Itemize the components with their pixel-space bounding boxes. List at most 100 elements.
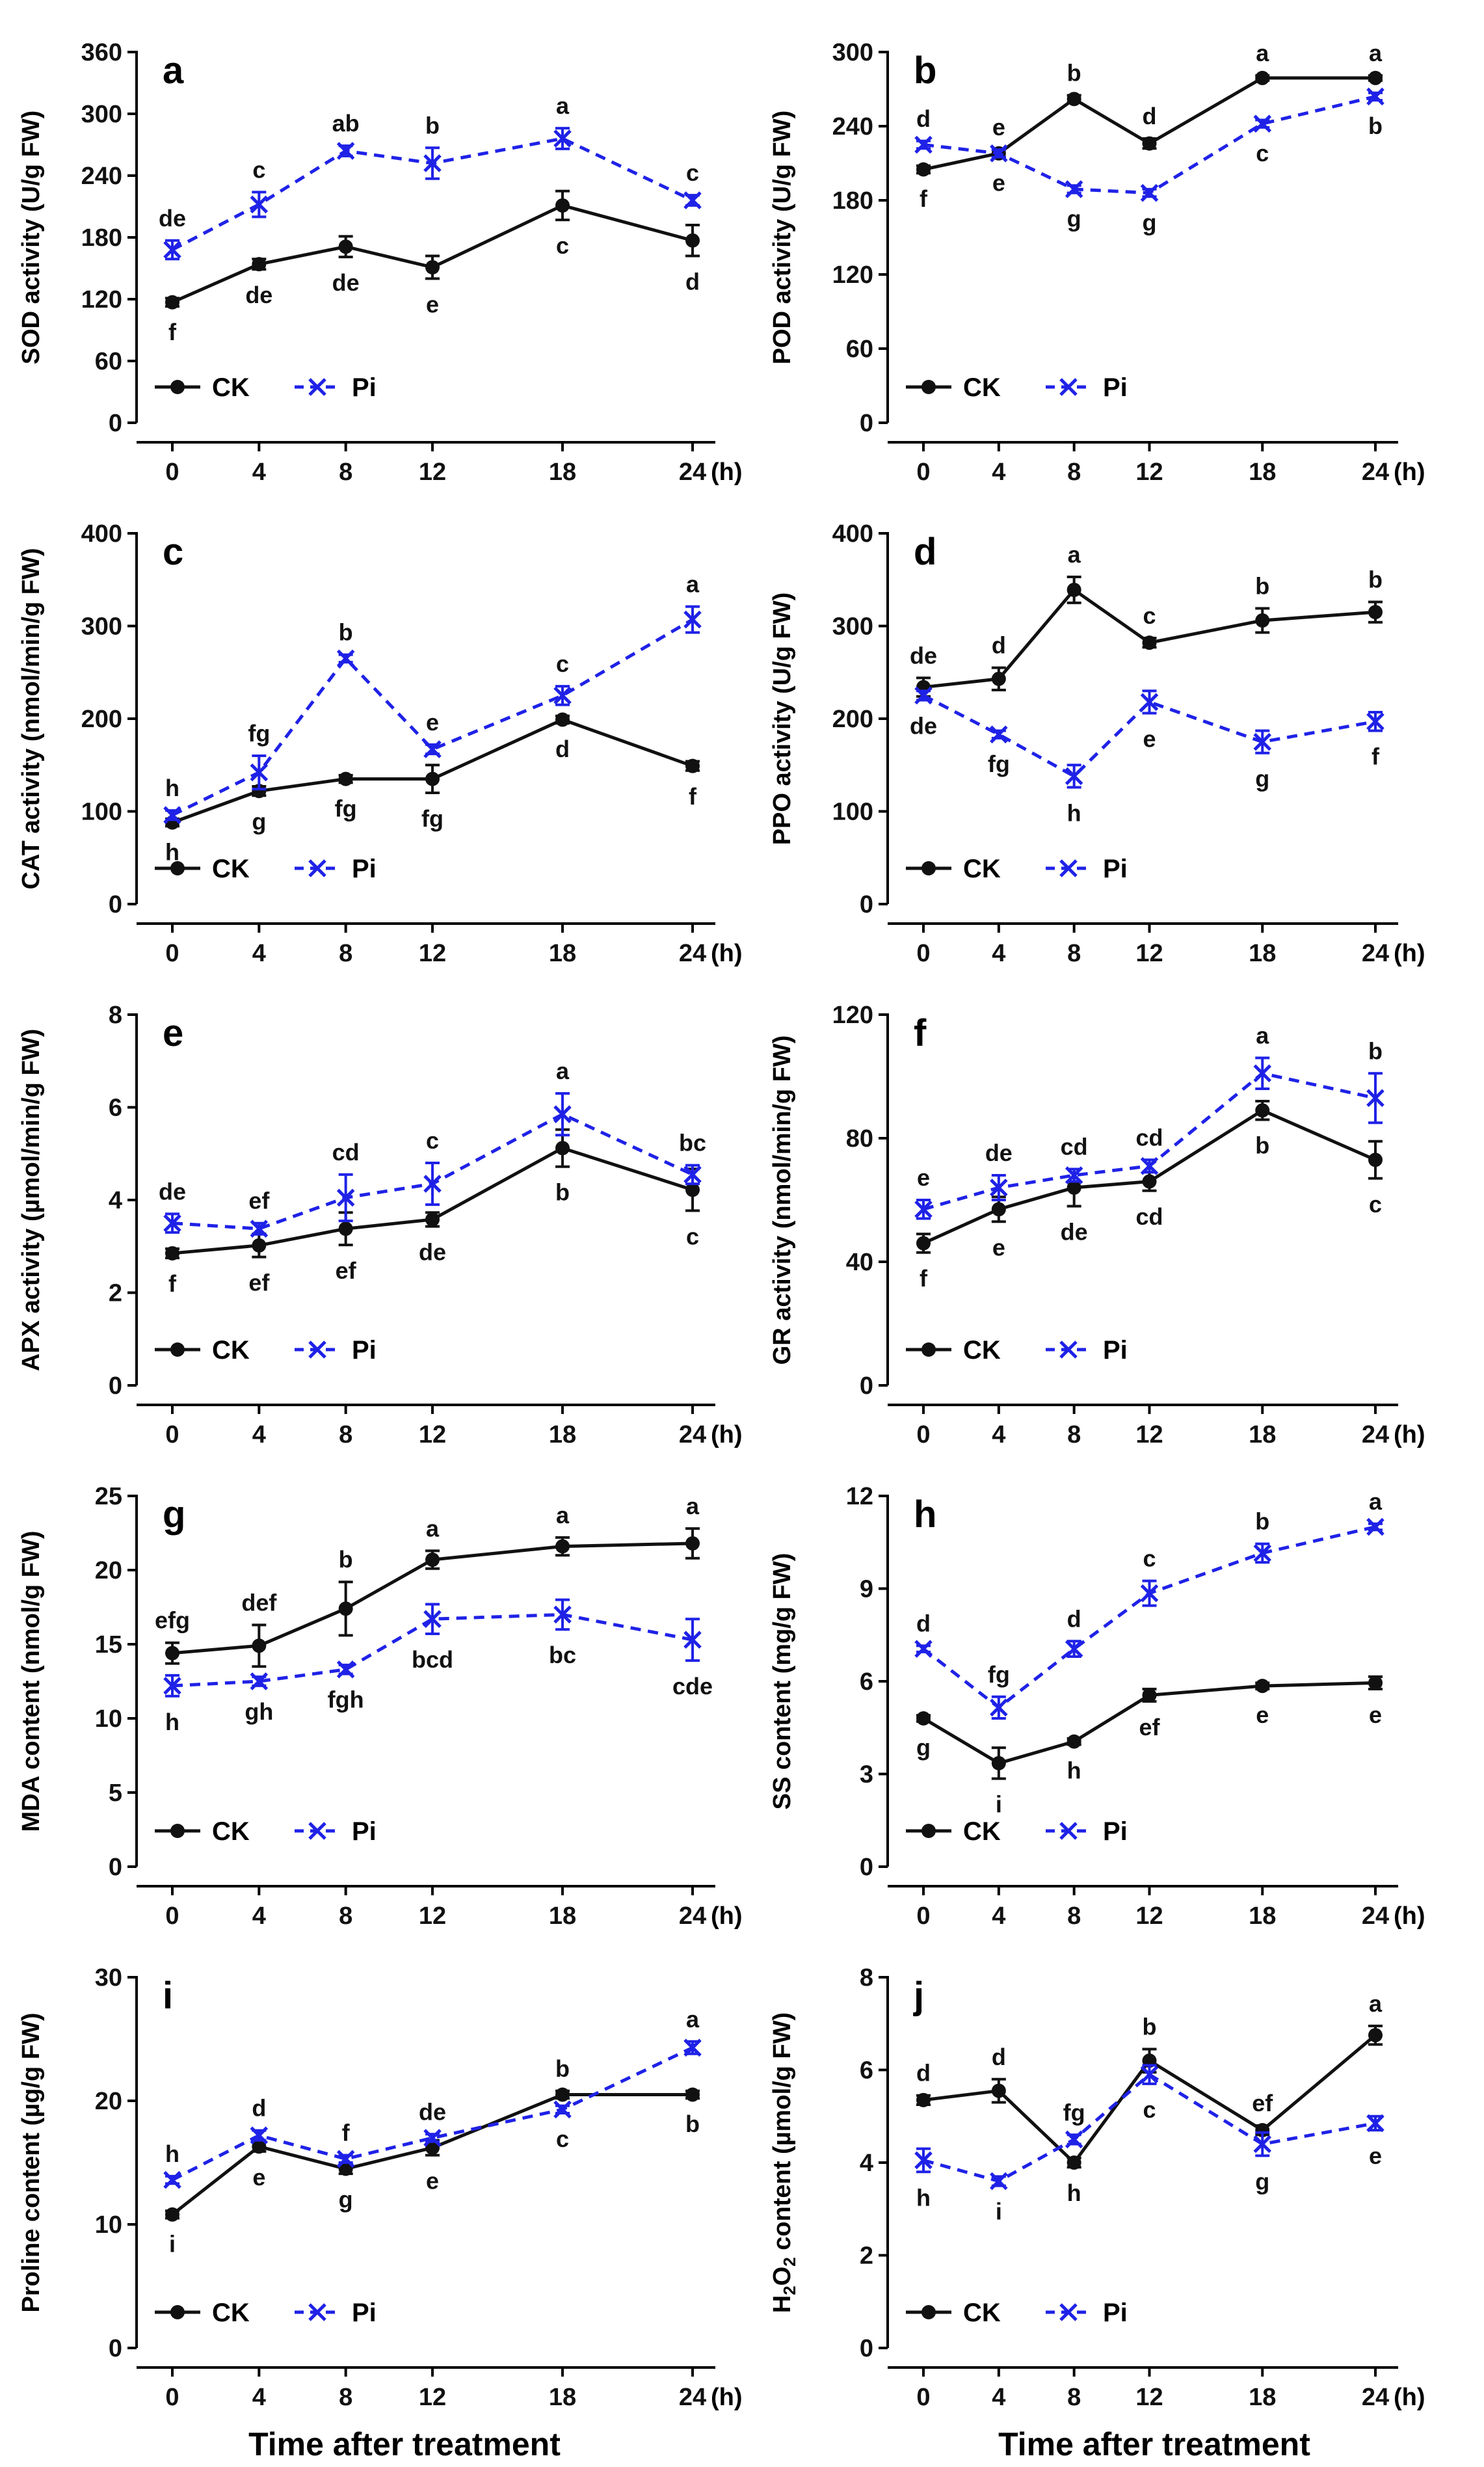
data-point xyxy=(252,257,267,272)
series-pi xyxy=(163,1598,702,1698)
x-tick-label: 18 xyxy=(1249,2384,1276,2411)
series-ck xyxy=(165,1527,700,1668)
significance-letter: b xyxy=(1368,566,1383,593)
legend: CK Pi xyxy=(155,855,377,883)
data-point xyxy=(336,1660,355,1679)
x-unit-label: (h) xyxy=(1394,1421,1425,1448)
data-point xyxy=(990,725,1008,743)
data-point xyxy=(423,1175,442,1193)
data-point xyxy=(423,1610,442,1629)
data-point xyxy=(1140,1156,1159,1175)
x-tick-label: 24 xyxy=(1362,940,1389,967)
significance-letter: d xyxy=(992,632,1006,659)
significance-letter: a xyxy=(556,1502,570,1528)
x-tick-label: 12 xyxy=(1135,2384,1163,2411)
legend-marker xyxy=(308,2303,326,2321)
x-tick-label: 12 xyxy=(419,1421,446,1448)
data-point xyxy=(1065,767,1083,786)
data-point xyxy=(1366,2114,1385,2133)
legend-marker xyxy=(308,859,326,877)
data-point xyxy=(1368,2028,1383,2043)
series-line-pi xyxy=(922,694,1376,779)
y-tick-label: 120 xyxy=(832,1002,873,1029)
legend-label: CK xyxy=(212,373,250,402)
y-tick-label: 5 xyxy=(109,1780,122,1807)
significance-letter: e xyxy=(1143,725,1156,752)
y-tick-label: 10 xyxy=(95,2211,122,2239)
panel-letter: d xyxy=(914,531,936,573)
data-point xyxy=(685,233,700,248)
data-point xyxy=(1067,582,1081,597)
data-point xyxy=(165,1646,179,1660)
data-point xyxy=(1140,693,1159,712)
series-pi xyxy=(914,87,1385,202)
data-point xyxy=(685,1536,700,1551)
data-point xyxy=(553,129,572,148)
y-tick-label: 200 xyxy=(81,706,122,733)
significance-letter: cd xyxy=(1061,1134,1088,1160)
y-axis-label: MDA content (nmol/g FW) xyxy=(18,1531,45,1832)
significance-letter: c xyxy=(1143,1545,1156,1572)
significance-letter: a xyxy=(686,1493,700,1519)
y-tick-label: 8 xyxy=(860,1964,873,1992)
legend: CK Pi xyxy=(906,2299,1128,2327)
significance-letter: fgh xyxy=(328,1687,364,1713)
data-point xyxy=(990,144,1008,163)
series-line-pi xyxy=(922,1525,1376,1710)
significance-letter: ef xyxy=(336,1257,357,1284)
legend-label: Pi xyxy=(352,2299,377,2327)
significance-letter: a xyxy=(1068,541,1081,568)
significance-letter: g xyxy=(339,2186,353,2213)
legend-marker xyxy=(1059,2303,1078,2321)
significance-letter: h xyxy=(165,775,179,801)
data-point xyxy=(914,1640,933,1658)
y-tick-label: 3 xyxy=(860,1761,873,1789)
legend-label: CK xyxy=(212,1336,250,1365)
x-tick-label: 8 xyxy=(1067,1421,1081,1448)
x-tick-label: 0 xyxy=(165,459,179,486)
legend-marker xyxy=(308,378,326,396)
y-tick-label: 60 xyxy=(95,348,122,375)
significance-letter: b xyxy=(1255,572,1269,599)
legend-label: Pi xyxy=(1103,2299,1128,2327)
significance-letter: c xyxy=(1369,1191,1382,1218)
significance-letter: i xyxy=(169,2231,176,2258)
significance-letter: ef xyxy=(1139,1714,1160,1740)
significance-letter: c xyxy=(1143,602,1156,629)
significance-letter: a xyxy=(426,1515,440,1541)
significance-letter: g xyxy=(1067,206,1081,232)
panel-letter: c xyxy=(163,531,183,573)
y-tick-label: 120 xyxy=(832,261,873,289)
data-point xyxy=(250,1220,269,1238)
x-tick-label: 12 xyxy=(1135,459,1163,486)
legend-marker xyxy=(170,1342,185,1357)
significance-letter: f xyxy=(342,2120,351,2146)
x-unit-label: (h) xyxy=(1394,1902,1425,1930)
series-line-pi xyxy=(923,94,1376,195)
series-pi xyxy=(914,1517,1385,1720)
x-tick-label: 24 xyxy=(679,459,706,486)
legend-marker xyxy=(170,380,185,394)
significance-letter: e xyxy=(1369,2142,1382,2169)
legend: CK Pi xyxy=(155,1336,377,1365)
data-point xyxy=(683,191,702,209)
significance-letter: cde xyxy=(672,1673,713,1700)
x-unit-label: (h) xyxy=(711,2384,743,2411)
panel-i: 0 10 20 30 0 4 8 12 18 24 (h) i Proline content (µg/… xyxy=(18,1964,743,2411)
data-point xyxy=(555,712,570,727)
x-tick-label: 0 xyxy=(165,1421,179,1448)
x-tick-label: 4 xyxy=(252,1902,266,1930)
data-point xyxy=(1366,1089,1385,1108)
data-point xyxy=(685,758,700,773)
x-tick-label: 24 xyxy=(1362,1902,1389,1930)
data-point xyxy=(336,2150,355,2168)
data-point xyxy=(553,686,572,705)
significance-letter: de xyxy=(910,713,937,740)
x-tick-label: 18 xyxy=(549,2384,576,2411)
x-tick-label: 0 xyxy=(165,1902,179,1930)
series-line-ck xyxy=(923,76,1375,171)
legend-label: CK xyxy=(212,1817,250,1846)
legend-label: CK xyxy=(212,855,250,883)
legend-label: Pi xyxy=(1103,373,1128,402)
x-tick-label: 4 xyxy=(992,940,1005,967)
